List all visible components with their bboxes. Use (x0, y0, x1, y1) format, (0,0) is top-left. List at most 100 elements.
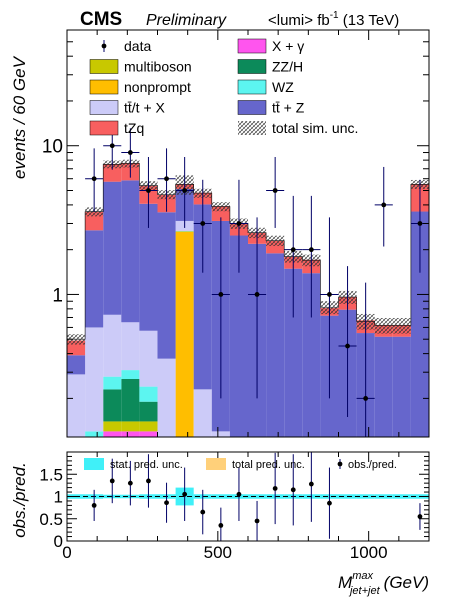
data-marker (291, 247, 296, 252)
legend: data X + γ multiboson ZZ/H nonprompt WZ tt̄/t … (90, 38, 358, 136)
bar-ttz-bin-2 (103, 182, 121, 315)
lumi-label: <lumi> fb-1 (13 TeV) (268, 10, 399, 29)
legend-label: multiboson (124, 59, 192, 75)
data-marker (110, 143, 115, 148)
bar-ttx-bin-2 (103, 315, 121, 377)
data-marker (418, 221, 423, 226)
bar-wz-bin-2 (103, 377, 121, 390)
data-marker (200, 221, 205, 226)
ratio-legend-swatch (84, 458, 104, 470)
ratio-point (218, 508, 223, 541)
ratio-marker (273, 486, 278, 491)
main-plot-stack (67, 163, 429, 437)
ratio-legend-item-1: total pred. unc. (206, 458, 305, 471)
legend-item-zzh: ZZ/H (238, 59, 303, 75)
legend-swatch (238, 80, 266, 94)
data-marker (218, 292, 223, 297)
data-marker (237, 221, 242, 226)
cms-label: CMS (80, 9, 122, 30)
legend-item-wz: WZ (238, 79, 294, 95)
ratio-marker (182, 492, 187, 497)
legend-swatch (90, 60, 118, 74)
bar-ttx-bin-3 (121, 322, 139, 370)
data-marker (182, 188, 187, 193)
bar-nonprompt-bin-6 (176, 231, 194, 437)
x-axis-title: Mmax jet+jet (GeV) (338, 570, 429, 597)
legend-swatch-hatch (238, 121, 266, 135)
ratio-point (418, 503, 423, 530)
ratio-marker (164, 500, 169, 505)
ratio-legend-label: stat. pred. unc. (110, 459, 183, 471)
legend-label: tZq (124, 120, 144, 136)
legend-label: nonprompt (124, 79, 191, 95)
bar-ttz-bin-0 (67, 355, 85, 374)
bar-ttz-bin-18 (393, 337, 411, 437)
bar-ttx-bin-5 (158, 359, 176, 437)
legend-swatch (238, 39, 266, 53)
legend-item-data: data (102, 38, 152, 54)
bar-zzh-bin-4 (139, 402, 157, 422)
bar-xgamma-bin-2 (103, 431, 121, 437)
legend-label: tt̄/t + X (124, 100, 166, 116)
bar-ttx-bin-8 (212, 431, 230, 437)
ratio-legend-label: total pred. unc. (232, 459, 305, 471)
legend-swatch (238, 101, 266, 115)
bar-zzh-bin-2 (103, 389, 121, 421)
data-marker (381, 203, 386, 208)
ratio-legend-item-2: obs./pred. (338, 459, 397, 471)
x-tick-label: 500 (204, 543, 232, 562)
bar-ttz-bin-11 (266, 253, 284, 437)
data-marker (309, 247, 314, 252)
data-point (85, 148, 103, 211)
legend-label: X + γ (272, 38, 304, 54)
ratio-marker (255, 519, 260, 524)
ratio-legend-label: obs./pred. (348, 459, 397, 471)
legend-item-ttz: tt̄ + Z (238, 100, 305, 116)
ratio-y-tick-label: 0 (54, 532, 63, 551)
data-point (266, 157, 284, 228)
data-marker (273, 188, 278, 193)
ratio-y-tick-label: 1.5 (39, 465, 63, 484)
ratio-marker (327, 501, 332, 506)
ratio-marker (110, 479, 115, 484)
bar-xgamma-bin-4 (139, 431, 157, 437)
data-point (375, 167, 393, 247)
unc-band-bin-17 (375, 318, 393, 334)
bar-ttz-bin-17 (375, 337, 393, 437)
ratio-legend-item-0: stat. pred. unc. (84, 458, 183, 471)
ratio-marker (309, 482, 314, 487)
data-marker (255, 292, 260, 297)
legend-swatch (90, 101, 118, 115)
legend-item-multiboson: multiboson (90, 59, 192, 75)
ratio-marker (92, 503, 97, 508)
preliminary-label: Preliminary (146, 12, 227, 29)
bar-multiboson-bin-3 (121, 421, 139, 431)
ratio-marker (200, 510, 205, 515)
legend-label: tt̄ + Z (272, 100, 305, 116)
legend-item-unc: total sim. unc. (238, 120, 358, 136)
data-marker (164, 176, 169, 181)
legend-label: WZ (272, 79, 294, 95)
ratio-point (164, 483, 169, 523)
legend-marker (102, 44, 107, 49)
ratio-marker (218, 523, 223, 528)
legend-swatch (238, 60, 266, 74)
ratio-y-tick-label: 1 (54, 488, 63, 507)
legend-item-xgamma: X + γ (238, 38, 304, 54)
ratio-point (309, 452, 314, 522)
bar-zzh-bin-3 (121, 379, 139, 421)
ratio-y-tick-label: 0.5 (39, 510, 63, 529)
bar-multiboson-bin-4 (139, 421, 157, 431)
bar-ttz-bin-3 (121, 180, 139, 322)
ratio-legend-swatch (206, 458, 226, 470)
legend-item-nonprompt: nonprompt (90, 79, 191, 95)
legend-label: data (124, 38, 151, 54)
ratio-marker (418, 514, 423, 519)
legend-label: total sim. unc. (272, 120, 358, 136)
ratio-point (237, 468, 242, 521)
ratio-point (255, 501, 260, 541)
bar-ttx-bin-0 (67, 374, 85, 437)
data-marker (128, 150, 133, 155)
x-tick-label: 1000 (350, 543, 388, 562)
ratio-y-axis-title: obs./pred. (10, 462, 29, 538)
